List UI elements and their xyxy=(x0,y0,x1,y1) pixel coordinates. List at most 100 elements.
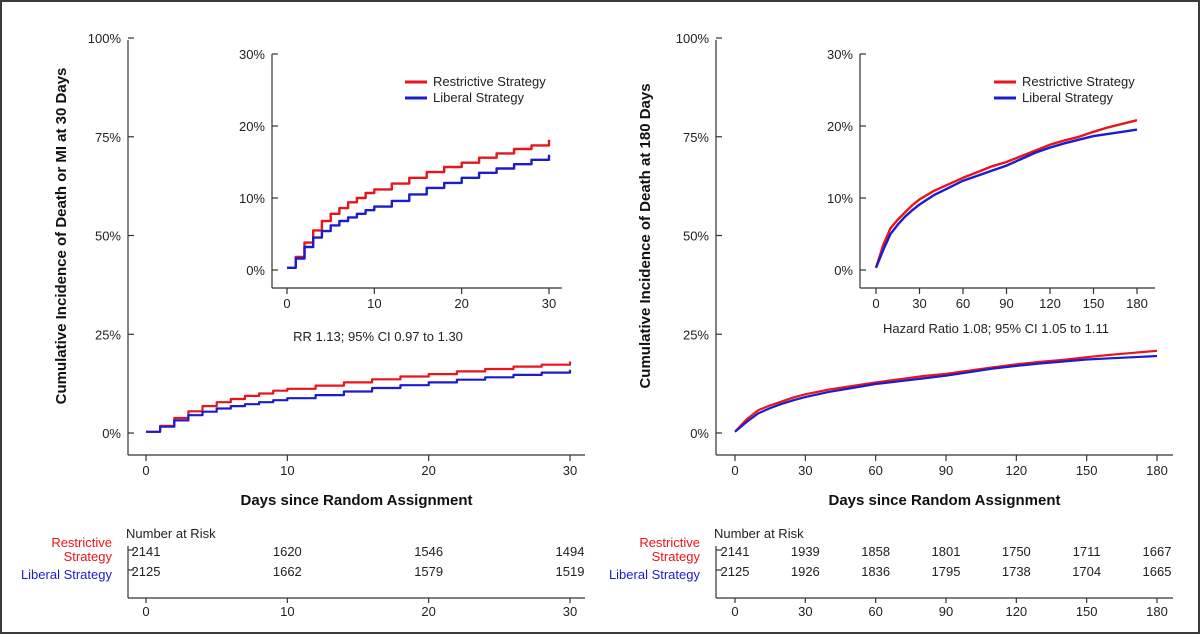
inset-xtick-label: 0 xyxy=(283,296,290,311)
risk-count-cell: 1494 xyxy=(556,544,585,559)
risk-count-cell: 1667 xyxy=(1143,544,1172,559)
inset-xtick-label: 30 xyxy=(542,296,556,311)
main-xtick-label: 10 xyxy=(280,463,294,478)
inset-series-restrictive-line xyxy=(287,139,551,269)
main-xtick-label: 30 xyxy=(563,463,577,478)
inset-xtick-label: 120 xyxy=(1039,296,1061,311)
risk-xtick-label: 180 xyxy=(1146,604,1168,619)
risk-xtick-label: 0 xyxy=(142,604,149,619)
risk-count-cell: 1711 xyxy=(1073,544,1101,559)
x-axis-title: Days since Random Assignment xyxy=(240,492,472,509)
main-ytick-label: 25% xyxy=(683,327,709,342)
risk-count-cell: 1738 xyxy=(1002,564,1031,579)
inset-xtick-label: 180 xyxy=(1126,296,1148,311)
inset-ytick-label: 0% xyxy=(246,263,265,278)
inset-plot: 0% 10% 20% 30% 0 30 60 90 120 150 180 Restrictive S… xyxy=(827,47,1155,311)
inset-series-liberal-line xyxy=(874,128,1138,269)
inset-xtick-label: 10 xyxy=(367,296,381,311)
risk-count-cell: 1662 xyxy=(273,564,302,579)
risk-count-cell: 1795 xyxy=(932,564,961,579)
main-series-liberal-line xyxy=(734,354,1158,433)
main-ytick-label: 100% xyxy=(676,31,710,46)
risk-table-title: Number at Risk xyxy=(126,526,216,541)
y-axis-title: Cumulative Incidence of Death or MI at 3… xyxy=(53,68,70,405)
inset-ytick-label: 10% xyxy=(239,191,265,206)
main-ytick-label: 50% xyxy=(95,229,121,244)
inset-series-liberal-line xyxy=(287,154,551,269)
main-series-restrictive-line xyxy=(146,361,572,433)
inset-xtick-label: 20 xyxy=(454,296,468,311)
risk-row-label-liberal: Liberal Strategy xyxy=(609,567,701,582)
risk-xtick-label: 30 xyxy=(798,604,812,619)
risk-row-label-liberal: Liberal Strategy xyxy=(21,567,113,582)
risk-table-title: Number at Risk xyxy=(714,526,804,541)
risk-xtick-label: 60 xyxy=(868,604,882,619)
risk-count-cell: 1620 xyxy=(273,544,302,559)
risk-count-cell: 2125 xyxy=(132,564,161,579)
risk-count-cell: 2141 xyxy=(721,544,750,559)
inset-xtick-label: 90 xyxy=(999,296,1013,311)
risk-count-cell: 1858 xyxy=(861,544,890,559)
risk-count-cell: 1546 xyxy=(414,544,443,559)
panel-death-180-days: 0% 25% 50% 75% 100% 0 30 60 90 120 150 180 Cumulativ… xyxy=(609,31,1173,619)
legend-label-restrictive: Restrictive Strategy xyxy=(433,74,546,89)
main-xtick-label: 30 xyxy=(798,463,812,478)
main-xtick-label: 150 xyxy=(1076,463,1098,478)
risk-row-label-restrictive-line1: Restrictive xyxy=(51,535,112,550)
main-ytick-label: 75% xyxy=(95,130,121,145)
y-axis-title: Cumulative Incidence of Death at 180 Day… xyxy=(637,83,654,388)
inset-series-restrictive-line xyxy=(874,119,1138,269)
main-xtick-label: 20 xyxy=(421,463,435,478)
legend-label-restrictive: Restrictive Strategy xyxy=(1022,74,1135,89)
risk-count-cell: 1519 xyxy=(556,564,585,579)
inset-xtick-label: 0 xyxy=(872,296,879,311)
risk-xtick-label: 150 xyxy=(1076,604,1098,619)
main-ytick-label: 100% xyxy=(88,31,122,46)
risk-count-cell: 1836 xyxy=(861,564,890,579)
risk-count-cell: 1801 xyxy=(932,544,961,559)
inset-ytick-label: 20% xyxy=(239,119,265,134)
inset-ytick-label: 10% xyxy=(827,191,853,206)
main-ytick-label: 0% xyxy=(102,426,121,441)
risk-count-cell: 1579 xyxy=(414,564,443,579)
main-series-liberal-line xyxy=(146,369,572,433)
effect-annotation: RR 1.13; 95% CI 0.97 to 1.30 xyxy=(293,329,463,344)
inset-plot: 0% 10% 20% 30% 0 10 20 30 Restrictive StrategyLi… xyxy=(239,47,562,311)
risk-count-cell: 1939 xyxy=(791,544,820,559)
inset-ytick-label: 0% xyxy=(834,263,853,278)
risk-count-cell: 1704 xyxy=(1072,564,1101,579)
main-ytick-label: 50% xyxy=(683,229,709,244)
main-xtick-label: 0 xyxy=(731,463,738,478)
inset-xtick-label: 60 xyxy=(956,296,970,311)
risk-xtick-label: 10 xyxy=(280,604,294,619)
risk-xtick-label: 30 xyxy=(563,604,577,619)
inset-xtick-label: 150 xyxy=(1083,296,1105,311)
risk-count-cell: 1926 xyxy=(791,564,820,579)
main-xtick-label: 0 xyxy=(142,463,149,478)
risk-xtick-label: 20 xyxy=(421,604,435,619)
main-xtick-label: 180 xyxy=(1146,463,1168,478)
risk-count-cell: 2141 xyxy=(132,544,161,559)
main-xtick-label: 90 xyxy=(939,463,953,478)
main-ytick-label: 75% xyxy=(683,130,709,145)
risk-count-cell: 2125 xyxy=(721,564,750,579)
effect-annotation: Hazard Ratio 1.08; 95% CI 1.05 to 1.11 xyxy=(883,321,1109,336)
risk-xtick-label: 120 xyxy=(1005,604,1027,619)
main-ytick-label: 0% xyxy=(690,426,709,441)
risk-xtick-label: 0 xyxy=(731,604,738,619)
main-ytick-label: 25% xyxy=(95,327,121,342)
x-axis-title: Days since Random Assignment xyxy=(828,492,1060,509)
inset-ytick-label: 30% xyxy=(239,47,265,62)
legend-label-liberal: Liberal Strategy xyxy=(433,90,525,105)
risk-row-label-restrictive-line2: Strategy xyxy=(64,549,113,564)
main-xtick-label: 60 xyxy=(868,463,882,478)
risk-row-label-restrictive-line2: Strategy xyxy=(652,549,701,564)
risk-count-cell: 1665 xyxy=(1143,564,1172,579)
inset-xtick-label: 30 xyxy=(912,296,926,311)
